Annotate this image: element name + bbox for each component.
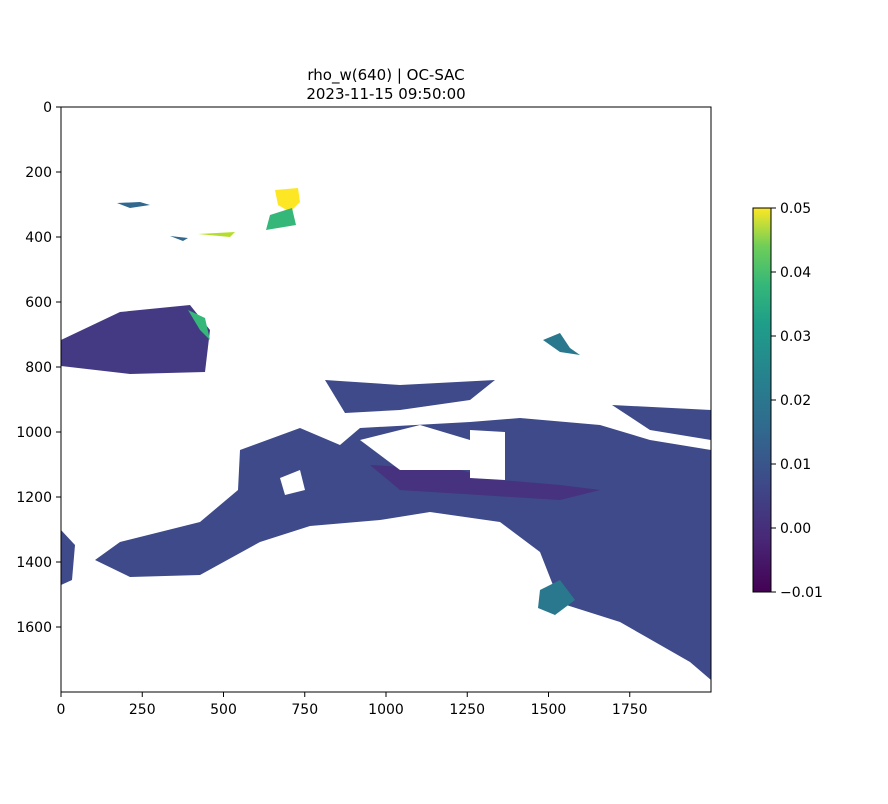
x-tick-label: 1250 [449,702,485,718]
y-tick-label: 1600 [16,620,52,636]
x-tick-label: 1750 [612,702,648,718]
colorbar-tick-label: −0.01 [780,585,823,601]
y-tick-label: 200 [25,165,52,181]
colorbar-tick-label: 0.05 [780,201,811,217]
y-tick-label: 600 [25,295,52,311]
x-tick-label: 750 [291,702,318,718]
x-tick-label: 250 [129,702,156,718]
x-tick-label: 0 [57,702,66,718]
colorbar-tick-label: 0.04 [780,265,811,281]
x-tick-label: 1000 [368,702,404,718]
colorbar-tick-label: 0.00 [780,521,811,537]
colorbar-tick-label: 0.03 [780,329,811,345]
y-tick-label: 1200 [16,490,52,506]
y-tick-label: 400 [25,230,52,246]
colorbar-tick-label: 0.01 [780,457,811,473]
colorbar-tick-label: 0.02 [780,393,811,409]
y-tick-label: 1400 [16,555,52,571]
y-tick-label: 0 [43,100,52,116]
y-tick-label: 800 [25,360,52,376]
chart-title: rho_w(640) | OC-SAC [307,66,464,85]
colorbar [752,207,772,593]
x-tick-label: 1500 [531,702,567,718]
x-tick-label: 500 [210,702,237,718]
y-tick-label: 1000 [16,425,52,441]
image-content [61,188,711,680]
chart-subtitle: 2023-11-15 09:50:00 [306,85,465,103]
